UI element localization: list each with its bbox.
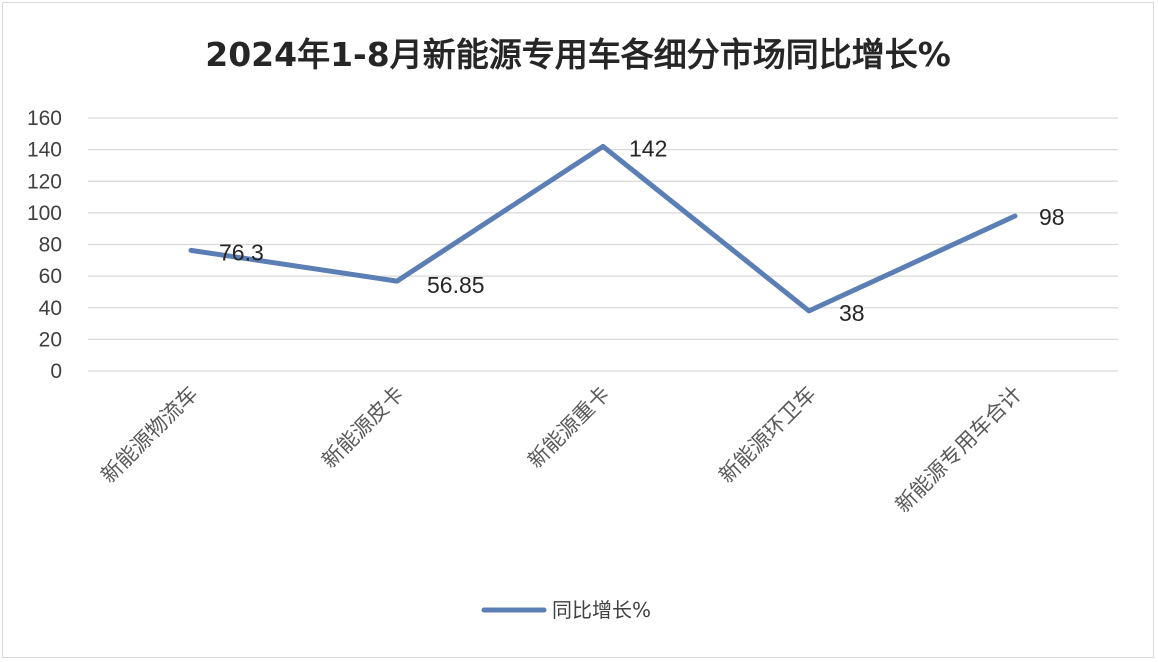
data-label: 142 xyxy=(629,135,667,161)
x-category-label: 新能源专用车合计 xyxy=(891,382,1027,518)
series-line xyxy=(188,143,1018,314)
data-label: 38 xyxy=(839,300,865,326)
y-tick-label: 120 xyxy=(27,170,62,193)
y-tick-label: 40 xyxy=(39,297,62,320)
y-tick-label: 140 xyxy=(27,139,62,162)
y-tick-label: 0 xyxy=(50,360,62,383)
y-tick-label: 60 xyxy=(39,265,62,288)
x-category-label: 新能源环卫车 xyxy=(714,382,820,488)
y-tick-label: 160 xyxy=(27,107,62,130)
y-tick-label: 80 xyxy=(39,234,62,257)
legend-label: 同比增长% xyxy=(552,598,651,622)
data-label: 98 xyxy=(1039,204,1065,230)
series-group xyxy=(188,143,1018,314)
x-axis-categories: 新能源物流车 新能源皮卡 新能源重卡 新能源环卫车 新能源专用车合计 xyxy=(96,382,1026,518)
y-tick-label: 20 xyxy=(39,328,62,351)
data-label: 56.85 xyxy=(427,272,485,298)
y-axis-ticks: 0 20 40 60 80 100 120 140 160 xyxy=(27,107,62,383)
data-label: 76.3 xyxy=(219,239,264,265)
x-category-label: 新能源重卡 xyxy=(523,382,614,473)
chart-title: 2024年1-8月新能源专用车各细分市场同比增长% xyxy=(205,35,951,74)
legend: 同比增长% xyxy=(481,598,651,622)
x-category-label: 新能源物流车 xyxy=(96,382,202,488)
data-labels: 76.3 56.85 142 38 98 xyxy=(219,135,1065,325)
y-tick-label: 100 xyxy=(27,202,62,225)
gridlines xyxy=(88,117,1118,372)
x-category-label: 新能源皮卡 xyxy=(317,382,408,473)
